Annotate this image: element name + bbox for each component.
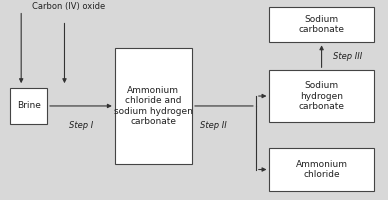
Text: Step II: Step II [200, 121, 227, 130]
Bar [269, 7, 374, 42]
Text: Ammonium
chloride: Ammonium chloride [296, 160, 348, 179]
Text: Sodium
hydrogen
carbonate: Sodium hydrogen carbonate [299, 81, 345, 111]
Bar [10, 88, 47, 124]
Bar [115, 48, 192, 164]
Text: Step I: Step I [69, 121, 93, 130]
Bar [269, 148, 374, 191]
Text: Carbon (IV) oxide: Carbon (IV) oxide [32, 2, 105, 11]
Text: Sodium
carbonate: Sodium carbonate [299, 15, 345, 34]
Text: Brine: Brine [17, 101, 41, 110]
Text: Ammonium
chloride and
sodium hydrogen
carbonate: Ammonium chloride and sodium hydrogen ca… [114, 86, 193, 126]
Bar [269, 70, 374, 122]
Text: Step III: Step III [333, 52, 362, 61]
